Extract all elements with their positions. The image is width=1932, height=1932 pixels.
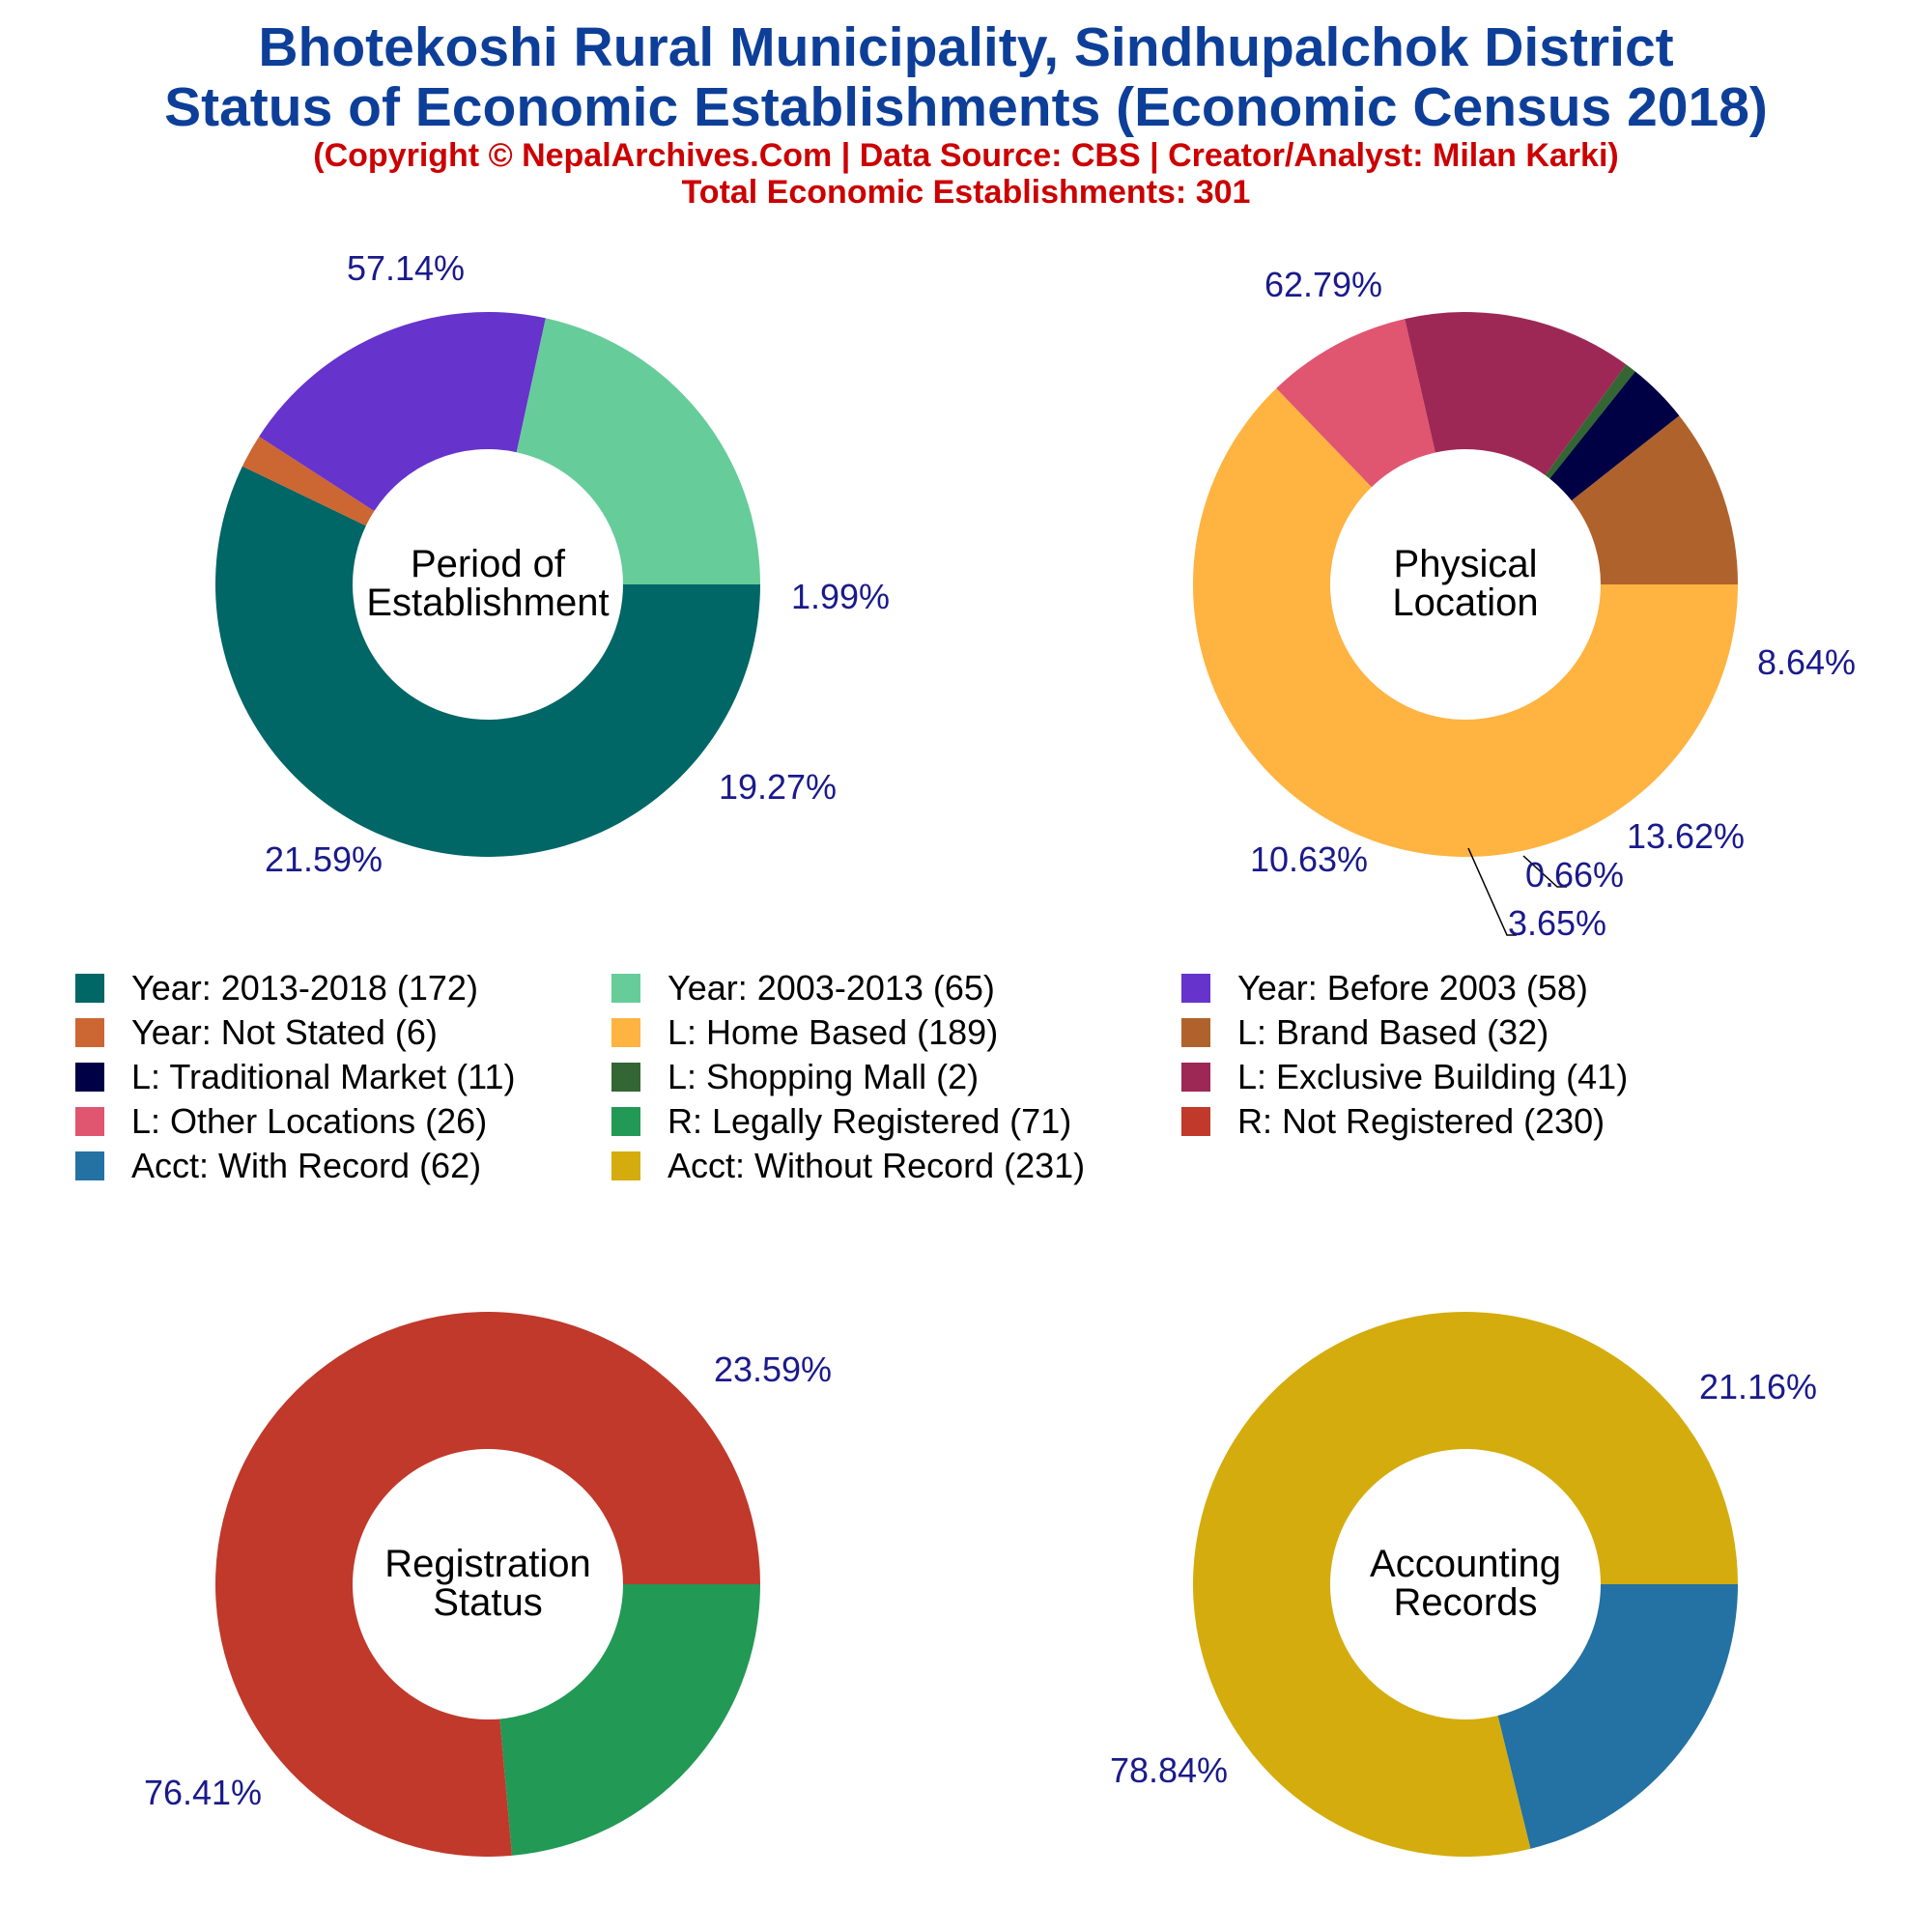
legend: Year: 2013-2018 (172) Year: 2003-2013 (65… [75, 966, 1872, 1188]
legend-item: Acct: Without Record (231) [611, 1144, 1181, 1188]
slice-year-2003-2013 [516, 318, 760, 584]
legend-label: L: Exclusive Building (41) [1237, 1057, 1629, 1096]
percent-label: 76.41% [144, 1773, 262, 1812]
slice-l-home-based [1192, 387, 1739, 858]
chart-title-line1: Bhotekoshi Rural Municipality, Sindhupal… [258, 16, 1674, 78]
percent-label: 21.16% [1699, 1367, 1817, 1406]
percent-label: 19.27% [719, 767, 837, 807]
legend-swatch [611, 1151, 640, 1180]
percent-label: 13.62% [1627, 816, 1745, 856]
legend-item: L: Shopping Mall (2) [611, 1055, 1181, 1099]
center-label: Registration [384, 1543, 590, 1585]
legend-label: L: Traditional Market (11) [131, 1057, 516, 1096]
legend-item: R: Legally Registered (71) [611, 1099, 1181, 1144]
legend-item: Acct: With Record (62) [75, 1144, 611, 1188]
legend-label: Acct: With Record (62) [131, 1146, 482, 1185]
legend-label: L: Brand Based (32) [1237, 1012, 1549, 1052]
slice-l-exclusive-building [1405, 312, 1627, 475]
chart-title-line2: Status of Economic Establishments (Econo… [164, 76, 1768, 138]
center-label: Physical [1394, 543, 1538, 585]
percent-label: 21.59% [265, 839, 383, 879]
percent-label: 8.64% [1757, 642, 1856, 682]
total-establishments: Total Economic Establishments: 301 [681, 174, 1251, 211]
percent-label: 62.79% [1264, 265, 1382, 304]
legend-label: L: Home Based (189) [668, 1012, 999, 1052]
legend-label: Year: Before 2003 (58) [1237, 968, 1588, 1008]
slice-acct-without-record [1193, 1311, 1738, 1857]
legend-item: L: Home Based (189) [611, 1010, 1181, 1055]
legend-label: Year: 2003-2013 (65) [668, 968, 995, 1008]
legend-label: Year: Not Stated (6) [131, 1012, 438, 1052]
donut-chart-1: 57.14% 1.99% 19.27% 21.59% Period ofEstablis… [214, 248, 890, 879]
legend-item: Year: Not Stated (6) [75, 1010, 611, 1055]
percent-label: 78.84% [1110, 1750, 1228, 1790]
legend-item: L: Brand Based (32) [1181, 1010, 1761, 1055]
legend-swatch [611, 1107, 640, 1136]
legend-item: L: Traditional Market (11) [75, 1055, 611, 1099]
legend-label: L: Shopping Mall (2) [668, 1057, 980, 1096]
legend-item: Year: 2013-2018 (172) [75, 966, 611, 1010]
percent-label: 3.65% [1508, 903, 1606, 943]
slice-year-before-2003 [259, 311, 546, 511]
center-label: Accounting [1370, 1543, 1561, 1585]
legend-swatch [611, 1063, 640, 1092]
legend-label: Year: 2013-2018 (172) [131, 968, 478, 1008]
slice-l-brand-based [1571, 415, 1738, 584]
legend-item: R: Not Registered (230) [1181, 1099, 1761, 1144]
legend-label: Acct: Without Record (231) [668, 1146, 1086, 1185]
legend-item: L: Other Locations (26) [75, 1099, 611, 1144]
legend-item: L: Exclusive Building (41) [1181, 1055, 1761, 1099]
center-label: Location [1392, 582, 1538, 624]
legend-swatch [1181, 1063, 1210, 1092]
legend-swatch [75, 1018, 104, 1047]
percent-label: 57.14% [347, 248, 465, 288]
center-label: Status [433, 1581, 542, 1624]
legend-swatch [1181, 974, 1210, 1003]
legend-swatch [611, 1018, 640, 1047]
legend-swatch [1181, 1018, 1210, 1047]
copyright-line: (Copyright © NepalArchives.Com | Data So… [313, 137, 1619, 174]
leader-line [1522, 855, 1567, 888]
percent-label: 10.63% [1250, 839, 1368, 879]
slice-year-2013-2018 [214, 466, 760, 858]
legend-label: R: Not Registered (230) [1237, 1101, 1605, 1141]
legend-swatch [1181, 1107, 1210, 1136]
legend-swatch [75, 974, 104, 1003]
leader-line [1467, 847, 1517, 936]
slice-l-shopping-mall [1545, 364, 1635, 479]
legend-swatch [75, 1151, 104, 1180]
percent-label: 23.59% [714, 1350, 832, 1389]
slice-r-not-registered [214, 1311, 760, 1857]
slice-l-other-locations [1276, 319, 1435, 488]
center-label: Period of [411, 543, 566, 585]
center-label: Establishment [366, 582, 609, 624]
legend-swatch [611, 974, 640, 1003]
center-label: Records [1394, 1581, 1538, 1624]
slice-year-not-stated [242, 436, 375, 526]
legend-swatch [75, 1107, 104, 1136]
donut-chart-2: 62.79% 8.64% 13.62%0.66% 3.65% 10.63% Physica… [1192, 265, 1856, 943]
slice-l-traditional-market [1549, 371, 1680, 501]
legend-label: L: Other Locations (26) [131, 1101, 488, 1141]
chart-header: Bhotekoshi Rural Municipality, Sindhupal… [0, 17, 1932, 211]
legend-item: Year: 2003-2013 (65) [611, 966, 1181, 1010]
legend-swatch [75, 1063, 104, 1092]
slice-acct-with-record [1497, 1584, 1738, 1849]
legend-item: Year: Before 2003 (58) [1181, 966, 1761, 1010]
legend-label: R: Legally Registered (71) [668, 1101, 1072, 1141]
percent-label: 1.99% [791, 577, 890, 616]
slice-r-legally-registered [499, 1584, 760, 1856]
percent-label: 0.66% [1525, 855, 1624, 895]
